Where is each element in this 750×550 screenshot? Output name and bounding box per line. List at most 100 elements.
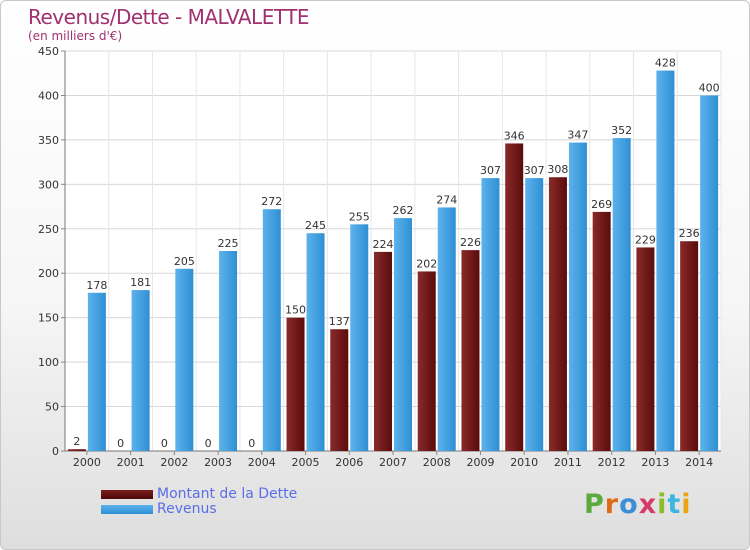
bar-revenus-2003 <box>219 251 238 451</box>
bar-revenus-2002 <box>175 268 194 451</box>
logo-letter: t <box>667 489 682 520</box>
bar-revenus-2005 <box>306 233 325 451</box>
label-dette-2005: 150 <box>285 304 306 317</box>
logo-letter: r <box>604 489 620 520</box>
label-dette-2009: 226 <box>460 236 481 249</box>
y-tick-label: 450 <box>38 45 59 58</box>
label-revenus-2013: 428 <box>655 57 676 70</box>
legend-label-dette: Montant de la Dette <box>157 486 298 502</box>
label-dette-2006: 137 <box>329 315 350 328</box>
legend-item-revenus: Revenus <box>101 501 217 517</box>
bar-dette-2009 <box>461 250 480 451</box>
bar-revenus-2011 <box>568 142 587 452</box>
y-tick-label: 0 <box>52 445 59 458</box>
y-tick-label: 200 <box>38 267 59 280</box>
bar-dette-2014 <box>680 241 699 451</box>
label-dette-2013: 229 <box>635 233 656 246</box>
legend-item-dette: Montant de la Dette <box>101 486 297 502</box>
bar-dette-2005 <box>286 317 305 451</box>
x-tick-label-2005: 2005 <box>292 456 320 469</box>
x-tick-label-2011: 2011 <box>554 456 582 469</box>
legend-swatch-dette <box>101 489 153 499</box>
logo-letter: o <box>619 489 639 520</box>
x-tick-label-2008: 2008 <box>423 456 451 469</box>
label-dette-2007: 224 <box>373 238 394 251</box>
bar-revenus-2009 <box>481 178 500 451</box>
label-dette-2008: 202 <box>416 257 437 270</box>
x-tick-label-2002: 2002 <box>160 456 188 469</box>
bar-revenus-2007 <box>394 218 412 451</box>
y-tick-label: 150 <box>38 312 59 325</box>
y-tick-label: 100 <box>38 356 59 369</box>
label-dette-2012: 269 <box>591 198 612 211</box>
label-revenus-2007: 262 <box>393 204 414 217</box>
bar-dette-2010 <box>505 143 524 451</box>
y-tick-label: 50 <box>45 401 59 414</box>
logo-letter: i <box>657 489 668 520</box>
label-revenus-2009: 307 <box>480 164 501 177</box>
bar-dette-2011 <box>548 177 567 451</box>
x-tick-label-2013: 2013 <box>641 456 669 469</box>
bar-dette-2007 <box>374 251 392 451</box>
y-tick-label: 300 <box>38 178 59 191</box>
proxiti-logo: Proxiti <box>584 489 692 520</box>
label-revenus-2004: 272 <box>261 195 282 208</box>
x-tick-label-2003: 2003 <box>204 456 232 469</box>
bar-revenus-2008 <box>437 207 456 451</box>
bar-revenus-2010 <box>525 178 544 451</box>
logo-letter: x <box>638 489 658 520</box>
bar-revenus-2004 <box>262 209 281 451</box>
label-revenus-2011: 347 <box>567 129 588 142</box>
bar-revenus-2013 <box>656 70 675 452</box>
x-tick-label-2001: 2001 <box>117 456 145 469</box>
x-tick-label-2006: 2006 <box>335 456 363 469</box>
label-revenus-2005: 245 <box>305 219 326 232</box>
logo-letter: P <box>584 489 605 520</box>
x-tick-label-2000: 2000 <box>73 456 101 469</box>
bar-revenus-2000 <box>87 292 106 451</box>
legend-label-revenus: Revenus <box>157 501 217 517</box>
y-tick-label: 400 <box>38 89 59 102</box>
chart-title: Revenus/Dette - MALVALETTE <box>28 5 310 29</box>
x-tick-label-2009: 2009 <box>466 456 494 469</box>
label-dette-2000: 2 <box>73 435 80 448</box>
label-dette-2003: 0 <box>205 437 212 450</box>
label-revenus-2010: 307 <box>524 164 545 177</box>
label-revenus-2012: 352 <box>611 124 632 137</box>
chart-subtitle: (en milliers d'€) <box>28 29 123 43</box>
label-revenus-2014: 400 <box>699 81 720 94</box>
bar-dette-2006 <box>330 329 349 451</box>
label-revenus-2002: 205 <box>174 255 195 268</box>
bar-dette-2008 <box>417 271 436 451</box>
label-dette-2004: 0 <box>248 437 255 450</box>
logo-letter: i <box>681 489 692 520</box>
y-tick-label: 350 <box>38 134 59 147</box>
label-dette-2011: 308 <box>547 163 568 176</box>
label-revenus-2001: 181 <box>130 276 151 289</box>
bar-revenus-2014 <box>700 95 719 451</box>
plot-area <box>65 51 721 451</box>
y-tick-label: 250 <box>38 223 59 236</box>
label-dette-2014: 236 <box>679 227 700 240</box>
label-revenus-2003: 225 <box>218 237 239 250</box>
x-tick-label-2010: 2010 <box>510 456 538 469</box>
bar-dette-2013 <box>636 247 655 451</box>
x-tick-label-2012: 2012 <box>598 456 626 469</box>
bar-dette-2000 <box>67 449 86 451</box>
x-tick-label-2004: 2004 <box>248 456 276 469</box>
legend-swatch-revenus <box>101 504 153 514</box>
label-dette-2001: 0 <box>117 437 124 450</box>
bar-dette-2012 <box>592 211 611 451</box>
x-tick-label-2014: 2014 <box>685 456 713 469</box>
bar-revenus-2001 <box>131 290 150 451</box>
x-tick-label-2007: 2007 <box>379 456 407 469</box>
bar-revenus-2006 <box>350 224 369 451</box>
label-revenus-2000: 178 <box>86 279 107 292</box>
bar-revenus-2012 <box>612 138 631 451</box>
label-revenus-2008: 274 <box>436 193 457 206</box>
label-dette-2002: 0 <box>161 437 168 450</box>
label-revenus-2006: 255 <box>349 210 370 223</box>
label-dette-2010: 346 <box>504 129 525 142</box>
